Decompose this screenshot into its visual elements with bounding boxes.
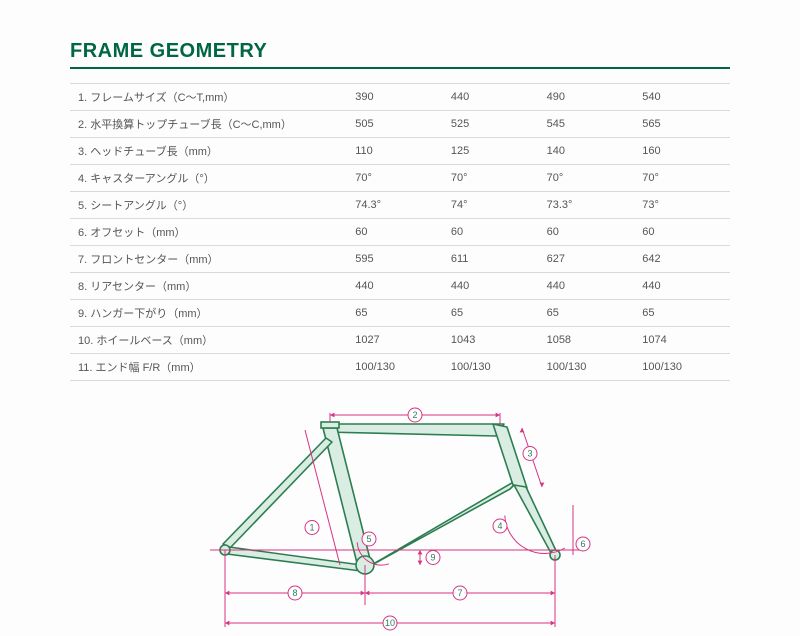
row-value: 65 bbox=[539, 300, 635, 327]
row-value: 100/130 bbox=[634, 354, 730, 381]
row-value: 1058 bbox=[539, 327, 635, 354]
row-value: 60 bbox=[443, 219, 539, 246]
row-value: 100/130 bbox=[347, 354, 443, 381]
row-value: 100/130 bbox=[539, 354, 635, 381]
table-row: 10. ホイールベース（mm）1027104310581074 bbox=[70, 327, 730, 354]
row-value: 490 bbox=[539, 84, 635, 111]
row-label: 6. オフセット（mm） bbox=[70, 219, 347, 246]
row-value: 65 bbox=[443, 300, 539, 327]
row-label: 2. 水平換算トップチューブ長（C〜C,mm） bbox=[70, 111, 347, 138]
svg-text:3: 3 bbox=[527, 449, 532, 459]
row-value: 100/130 bbox=[443, 354, 539, 381]
table-row: 6. オフセット（mm）60606060 bbox=[70, 219, 730, 246]
geometry-table: 1. フレームサイズ（C〜T,mm）3904404905402. 水平換算トップ… bbox=[70, 83, 730, 381]
row-value: 642 bbox=[634, 246, 730, 273]
row-value: 70° bbox=[443, 165, 539, 192]
row-value: 73° bbox=[634, 192, 730, 219]
row-label: 10. ホイールベース（mm） bbox=[70, 327, 347, 354]
row-value: 60 bbox=[347, 219, 443, 246]
table-row: 4. キャスターアングル（°）70°70°70°70° bbox=[70, 165, 730, 192]
row-label: 8. リアセンター（mm） bbox=[70, 273, 347, 300]
table-row: 11. エンド幅 F/R（mm）100/130100/130100/130100… bbox=[70, 354, 730, 381]
frame-diagram: 2 3 1 5 4 6 9 8 7 10 bbox=[170, 395, 630, 635]
svg-text:10: 10 bbox=[385, 618, 395, 628]
row-value: 390 bbox=[347, 84, 443, 111]
row-value: 60 bbox=[634, 219, 730, 246]
row-value: 70° bbox=[539, 165, 635, 192]
page: FRAME GEOMETRY 1. フレームサイズ（C〜T,mm）3904404… bbox=[0, 0, 800, 636]
row-label: 5. シートアングル（°） bbox=[70, 192, 347, 219]
row-value: 440 bbox=[443, 273, 539, 300]
table-row: 5. シートアングル（°）74.3°74°73.3°73° bbox=[70, 192, 730, 219]
row-value: 505 bbox=[347, 111, 443, 138]
svg-text:9: 9 bbox=[430, 553, 435, 563]
row-value: 73.3° bbox=[539, 192, 635, 219]
row-value: 525 bbox=[443, 111, 539, 138]
table-row: 9. ハンガー下がり（mm）65656565 bbox=[70, 300, 730, 327]
svg-text:5: 5 bbox=[366, 534, 371, 544]
row-value: 140 bbox=[539, 138, 635, 165]
svg-text:6: 6 bbox=[580, 539, 585, 549]
row-value: 70° bbox=[634, 165, 730, 192]
row-value: 540 bbox=[634, 84, 730, 111]
table-row: 7. フロントセンター（mm）595611627642 bbox=[70, 246, 730, 273]
row-value: 70° bbox=[347, 165, 443, 192]
row-value: 565 bbox=[634, 111, 730, 138]
row-value: 595 bbox=[347, 246, 443, 273]
row-value: 627 bbox=[539, 246, 635, 273]
page-title: FRAME GEOMETRY bbox=[70, 40, 730, 69]
svg-text:1: 1 bbox=[309, 523, 314, 533]
row-label: 3. ヘッドチューブ長（mm） bbox=[70, 138, 347, 165]
row-value: 1043 bbox=[443, 327, 539, 354]
svg-text:4: 4 bbox=[497, 521, 502, 531]
table-row: 2. 水平換算トップチューブ長（C〜C,mm）505525545565 bbox=[70, 111, 730, 138]
row-value: 74° bbox=[443, 192, 539, 219]
svg-text:7: 7 bbox=[457, 588, 462, 598]
frame-diagram-wrap: 2 3 1 5 4 6 9 8 7 10 bbox=[70, 395, 730, 635]
table-row: 1. フレームサイズ（C〜T,mm）390440490540 bbox=[70, 84, 730, 111]
row-value: 1027 bbox=[347, 327, 443, 354]
row-label: 1. フレームサイズ（C〜T,mm） bbox=[70, 84, 347, 111]
row-value: 440 bbox=[347, 273, 443, 300]
row-value: 440 bbox=[634, 273, 730, 300]
row-value: 1074 bbox=[634, 327, 730, 354]
svg-text:8: 8 bbox=[292, 588, 297, 598]
row-value: 611 bbox=[443, 246, 539, 273]
row-label: 4. キャスターアングル（°） bbox=[70, 165, 347, 192]
row-label: 7. フロントセンター（mm） bbox=[70, 246, 347, 273]
row-value: 65 bbox=[347, 300, 443, 327]
row-value: 440 bbox=[539, 273, 635, 300]
row-value: 74.3° bbox=[347, 192, 443, 219]
table-row: 3. ヘッドチューブ長（mm）110125140160 bbox=[70, 138, 730, 165]
row-label: 11. エンド幅 F/R（mm） bbox=[70, 354, 347, 381]
row-value: 545 bbox=[539, 111, 635, 138]
table-row: 8. リアセンター（mm）440440440440 bbox=[70, 273, 730, 300]
row-value: 125 bbox=[443, 138, 539, 165]
row-value: 160 bbox=[634, 138, 730, 165]
row-label: 9. ハンガー下がり（mm） bbox=[70, 300, 347, 327]
row-value: 60 bbox=[539, 219, 635, 246]
row-value: 65 bbox=[634, 300, 730, 327]
row-value: 110 bbox=[347, 138, 443, 165]
row-value: 440 bbox=[443, 84, 539, 111]
svg-text:2: 2 bbox=[412, 410, 417, 420]
